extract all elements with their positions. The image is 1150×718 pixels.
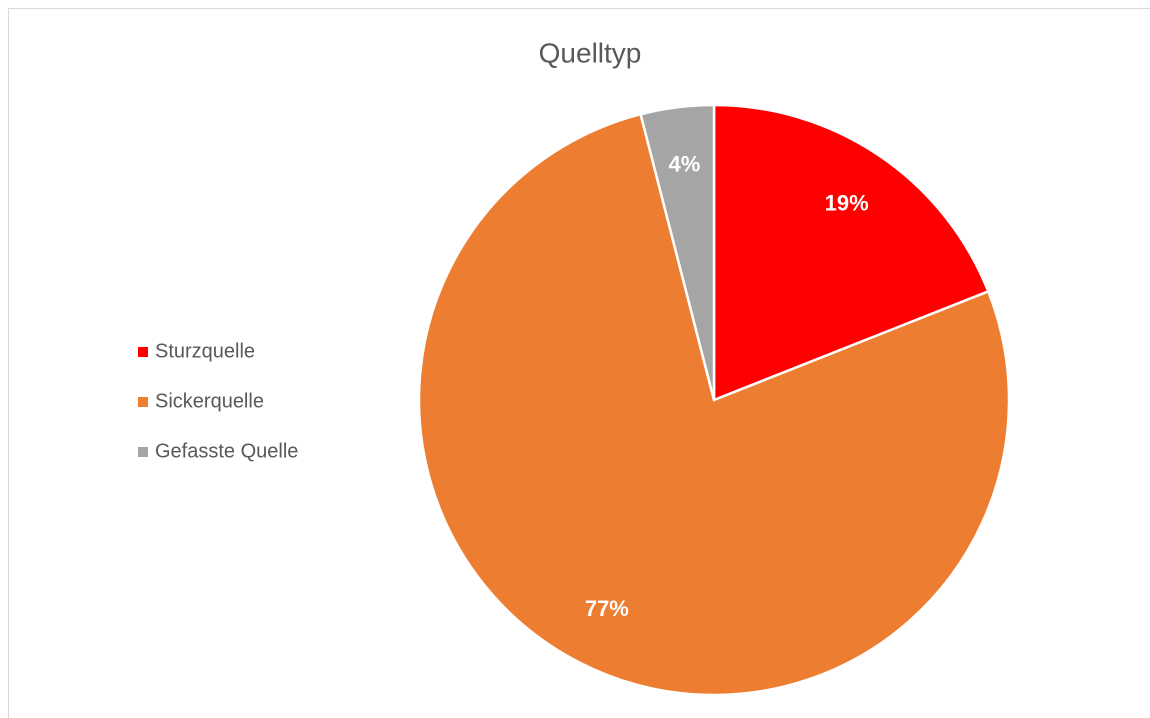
pie-slice [712,103,990,402]
chart-title: Quelltyp [539,37,642,68]
legend-label: Sturzquelle [155,340,255,362]
legend-label: Sickerquelle [155,390,264,412]
legend-swatch [138,347,148,357]
data-label: 77% [585,596,629,621]
pie-slice [417,112,1011,697]
legend-swatch [138,447,148,457]
legend-label: Gefasste Quelle [155,440,298,462]
pie-slice [639,103,716,401]
data-label: 19% [825,191,869,216]
legend-swatch [138,397,148,407]
data-label: 4% [669,152,701,177]
